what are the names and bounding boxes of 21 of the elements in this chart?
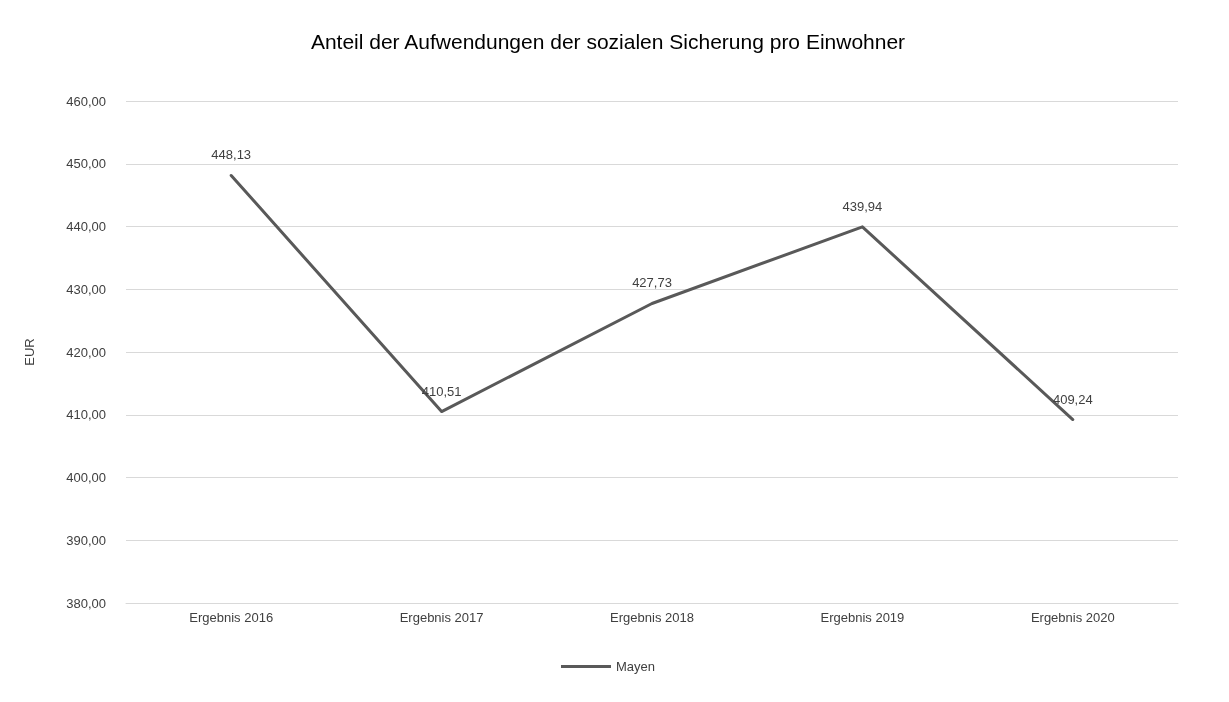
y-tick-label: 460,00 <box>66 93 106 109</box>
y-tick-label: 420,00 <box>66 344 106 360</box>
y-tick-label: 410,00 <box>66 407 106 423</box>
y-tick-label: 430,00 <box>66 281 106 297</box>
x-tick-label: Ergebnis 2020 <box>1030 610 1115 625</box>
y-axis-title: EUR <box>22 338 37 366</box>
y-tick-label: 380,00 <box>66 595 106 611</box>
data-label: 427,73 <box>632 275 672 291</box>
y-tick-label: 400,00 <box>66 470 106 485</box>
chart-title: Anteil der Aufwendungen der sozialen Sicherung pro Einwohner <box>310 30 906 53</box>
data-label: 439,94 <box>842 198 883 214</box>
x-tick-label: Ergebnis 2017 <box>399 610 484 625</box>
data-label: 409,24 <box>1052 391 1093 407</box>
y-tick-label: 390,00 <box>66 532 106 548</box>
y-tick-label: 440,00 <box>66 219 106 234</box>
data-label: 448,13 <box>211 147 252 163</box>
x-tick-label: Ergebnis 2016 <box>189 610 274 625</box>
y-tick-label: 450,00 <box>66 156 106 172</box>
x-tick-label: Ergebnis 2018 <box>610 610 694 625</box>
x-tick-label: Ergebnis 2019 <box>820 610 905 625</box>
legend-label: Mayen <box>615 659 656 674</box>
